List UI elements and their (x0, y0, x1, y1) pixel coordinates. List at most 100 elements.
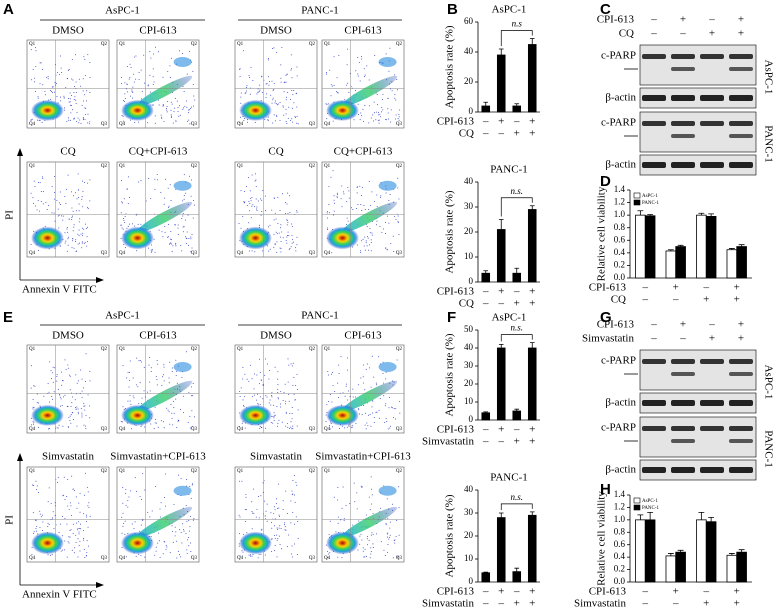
flow-event (138, 360, 140, 362)
flow-event (49, 361, 51, 363)
flow-event (383, 485, 385, 487)
quadrant-label: Q3 (309, 556, 316, 561)
flow-cloud (326, 99, 359, 121)
blot-band (671, 359, 695, 364)
condition-sign: – (498, 128, 505, 140)
flow-event (387, 551, 389, 553)
flow-event (295, 481, 297, 483)
flow-event (175, 374, 177, 376)
bar (512, 410, 522, 421)
flow-event (248, 554, 250, 556)
flow-event (353, 119, 355, 121)
flow-event (340, 356, 342, 358)
flow-event (168, 205, 170, 207)
flow-event (260, 529, 262, 531)
flow-event (180, 409, 182, 411)
flow-event (147, 84, 149, 86)
flow-event (359, 250, 361, 252)
flow-event (35, 90, 37, 92)
flow-event (155, 546, 157, 548)
flow-event (279, 119, 281, 121)
flow-event (287, 91, 289, 93)
quadrant-label: Q3 (191, 556, 198, 561)
y-tick-label: 1.0 (614, 209, 626, 219)
flow-event (283, 524, 285, 526)
flow-event (271, 80, 273, 82)
flow-event (164, 541, 166, 543)
flow-event (154, 46, 156, 48)
flow-event (59, 394, 61, 396)
flow-cloud (121, 226, 154, 250)
flow-event (86, 236, 88, 238)
flow-event (73, 92, 75, 94)
condition-sign: – (482, 116, 489, 128)
flow-event (31, 484, 33, 486)
flow-event (84, 182, 86, 184)
flow-cloud (31, 404, 64, 426)
flow-event (243, 202, 245, 204)
axis-label: PI (4, 515, 16, 525)
quadrant-label: Q2 (101, 469, 108, 474)
y-tick-label: 0.4 (614, 247, 626, 257)
significance-bracket (500, 503, 533, 510)
flow-event (362, 550, 364, 552)
flow-event (155, 418, 157, 420)
flow-event (292, 511, 294, 513)
flow-band (341, 380, 398, 412)
flow-event (124, 93, 126, 95)
flow-event (73, 226, 75, 228)
flow-event (78, 531, 80, 533)
flow-event (64, 549, 66, 551)
flow-event (370, 550, 372, 552)
flow-event (122, 502, 124, 504)
flow-event (70, 112, 72, 114)
flow-event (295, 516, 297, 518)
flow-event (283, 82, 285, 84)
flow-event (84, 557, 86, 559)
flow-event (76, 382, 78, 384)
flow-event (136, 490, 138, 492)
flow-event (64, 109, 66, 111)
flow-event (128, 197, 130, 199)
flow-event (58, 214, 60, 216)
flow-event (279, 535, 281, 537)
quadrant-label: Q3 (101, 251, 108, 256)
flow-event (240, 102, 242, 104)
flow-event (252, 79, 254, 81)
flow-event (60, 72, 62, 74)
flow-event (277, 422, 279, 424)
flow-event (78, 380, 80, 382)
flow-event (287, 117, 289, 119)
flow-event (378, 111, 380, 113)
flow-event (372, 512, 374, 514)
y-tick-label: 0 (469, 106, 474, 116)
flow-event (358, 113, 360, 115)
flow-event (128, 496, 130, 498)
flow-event (82, 90, 84, 92)
y-tick-label: 10 (464, 553, 474, 563)
flow-event (266, 93, 268, 95)
flow-event (151, 510, 153, 512)
flow-event (239, 390, 241, 392)
flow-event (259, 427, 261, 429)
flow-event (181, 542, 183, 544)
flow-event (341, 507, 343, 509)
flow-event (176, 427, 178, 429)
flow-event (87, 182, 89, 184)
flow-event (359, 119, 361, 121)
y-tick-label: 20 (464, 226, 474, 236)
flow-event (67, 244, 69, 246)
flow-event (83, 494, 85, 496)
flow-event (385, 524, 387, 526)
condition-sign: + (673, 282, 679, 294)
flow-cloud (239, 226, 272, 250)
cell-line-label: PANC-1 (762, 430, 774, 468)
flow-event (140, 403, 142, 405)
flow-event (245, 494, 247, 496)
flow-event (373, 112, 375, 114)
flow-event (290, 522, 292, 524)
condition-sign: + (498, 424, 504, 436)
flow-event (143, 54, 145, 56)
flow-event (31, 118, 33, 120)
flow-event (76, 111, 78, 113)
